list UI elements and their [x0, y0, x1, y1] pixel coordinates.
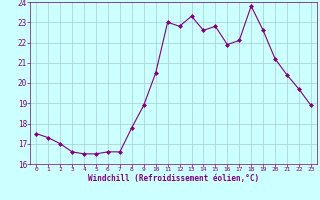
X-axis label: Windchill (Refroidissement éolien,°C): Windchill (Refroidissement éolien,°C)	[88, 174, 259, 183]
